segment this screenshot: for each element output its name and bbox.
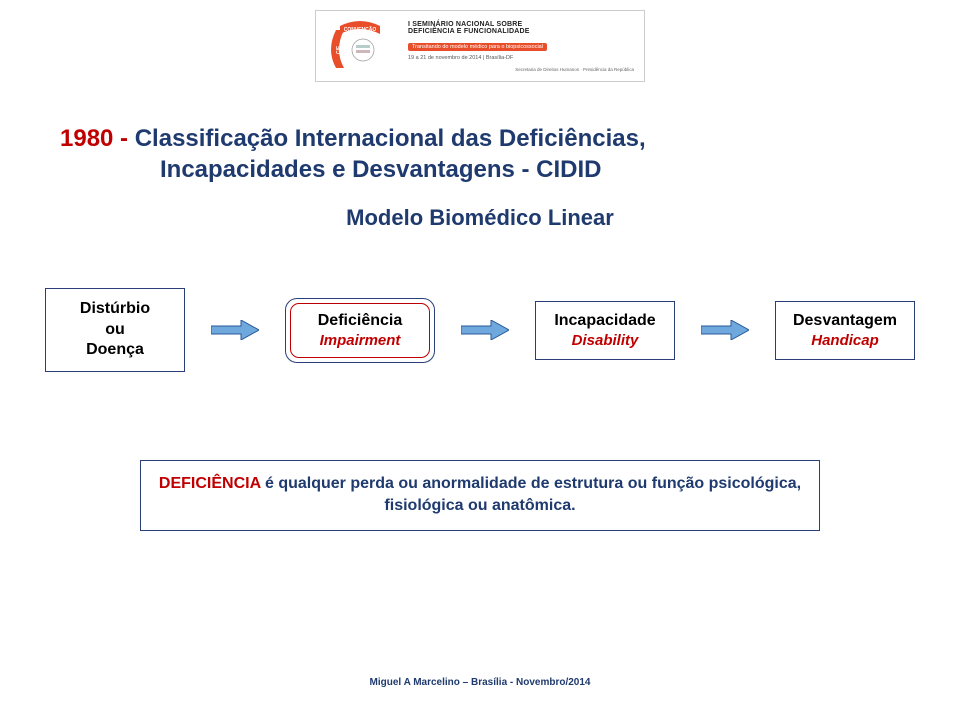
definition-highlight: DEFICIÊNCIA bbox=[159, 475, 261, 492]
box2-l2: Impairment bbox=[303, 332, 417, 349]
arrow-3 bbox=[701, 320, 749, 340]
subtitle: Modelo Biomédico Linear bbox=[0, 205, 960, 231]
definition-box: DEFICIÊNCIA é qualquer perda ou anormali… bbox=[140, 460, 820, 531]
header-logo-area: CONVENÇÃO CIF bbox=[322, 16, 402, 76]
arrow-icon bbox=[211, 320, 259, 340]
svg-text:CONVENÇÃO: CONVENÇÃO bbox=[344, 26, 377, 33]
title-rest: Classificação Internacional das Deficiên… bbox=[135, 125, 646, 152]
definition-rest: é qualquer perda ou anormalidade de estr… bbox=[261, 475, 802, 514]
header-date: 19 a 21 de novembro de 2014 | Brasília-D… bbox=[408, 55, 638, 61]
page-title-row2: Incapacidades e Desvantagens - CIDID bbox=[160, 156, 602, 184]
header-chip: Transitando do modelo médico para o biop… bbox=[408, 43, 547, 51]
header-text-area: I SEMINÁRIO NACIONAL SOBRE DEFICIÊNCIA E… bbox=[402, 21, 638, 72]
box3-l2: Disability bbox=[544, 332, 666, 349]
arrow-icon bbox=[701, 320, 749, 340]
page-title-row1: 1980 - Classificação Internacional das D… bbox=[60, 125, 900, 153]
title-dash: - bbox=[113, 125, 134, 152]
header-title-2: DEFICIÊNCIA E FUNCIONALIDADE bbox=[408, 28, 638, 35]
header-title-1: I SEMINÁRIO NACIONAL SOBRE bbox=[408, 21, 638, 28]
arrow-2 bbox=[461, 320, 509, 340]
box1-l3: Doença bbox=[86, 341, 144, 358]
flow-box-disturbio: Distúrbio ou Doença bbox=[45, 288, 185, 372]
arrow-icon bbox=[461, 320, 509, 340]
box1-l1: Distúrbio bbox=[80, 300, 150, 317]
box3-l1: Incapacidade bbox=[544, 312, 666, 330]
header-banner: CONVENÇÃO CIF I SEMINÁRIO NACIONAL SOBRE… bbox=[315, 10, 645, 82]
flow-diagram: Distúrbio ou Doença Deficiência Impairme… bbox=[45, 280, 915, 380]
title-year: 1980 bbox=[60, 125, 113, 152]
box2-l1: Deficiência bbox=[303, 312, 417, 330]
footer-credit: Miguel A Marcelino – Brasília - Novembro… bbox=[0, 677, 960, 688]
box4-l1: Desvantagem bbox=[784, 312, 906, 330]
svg-text:CIF: CIF bbox=[336, 46, 342, 54]
arrow-1 bbox=[211, 320, 259, 340]
ribbon-icon: CONVENÇÃO CIF bbox=[330, 20, 390, 70]
box4-l2: Handicap bbox=[784, 332, 906, 349]
header-foot: Secretaria de Direitos Humanos · Presidê… bbox=[408, 67, 638, 72]
flow-box-deficiencia: Deficiência Impairment bbox=[285, 298, 435, 363]
box1-l2: ou bbox=[105, 321, 125, 338]
flow-box-desvantagem: Desvantagem Handicap bbox=[775, 301, 915, 360]
flow-box-incapacidade: Incapacidade Disability bbox=[535, 301, 675, 360]
